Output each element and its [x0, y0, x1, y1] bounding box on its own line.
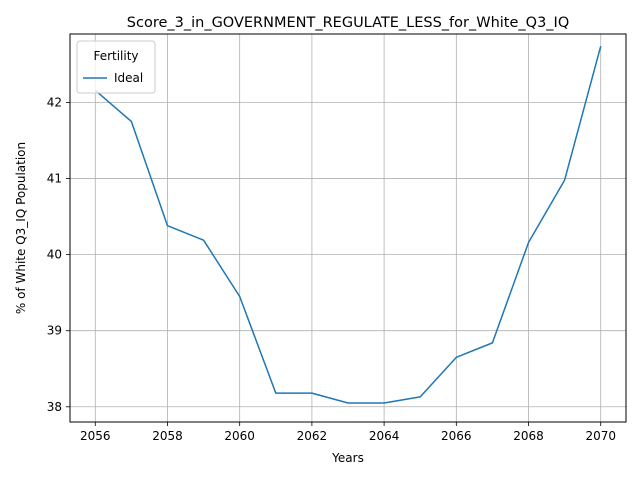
- x-tick-label: 2060: [224, 429, 255, 443]
- plot-area: [94, 45, 602, 404]
- x-tick-label: 2068: [513, 429, 544, 443]
- axes-frame: [69, 33, 627, 423]
- y-tick-label: 41: [47, 172, 62, 186]
- y-axis-label: % of White Q3_IQ Population: [14, 142, 28, 314]
- x-tick-label: 2058: [152, 429, 183, 443]
- legend-title: Fertility: [93, 49, 138, 63]
- x-tick-label: 2062: [297, 429, 328, 443]
- x-tick-label: 2064: [369, 429, 400, 443]
- y-axis: 38 39 40 41 42: [47, 95, 70, 414]
- x-axis: 2056 2058 2060 2062 2064 2066 2068 2070: [80, 422, 616, 443]
- x-tick-label: 2066: [441, 429, 472, 443]
- y-tick-label: 40: [47, 248, 62, 262]
- grid: [70, 34, 626, 422]
- y-tick-label: 38: [47, 400, 62, 414]
- y-tick-label: 39: [47, 324, 62, 338]
- x-tick-label: 2070: [585, 429, 616, 443]
- legend: Fertility Ideal: [76, 40, 156, 94]
- x-axis-label: Years: [331, 451, 364, 465]
- y-tick-label: 42: [47, 95, 62, 109]
- x-tick-label: 2056: [80, 429, 111, 443]
- series-line-ideal: [94, 45, 602, 404]
- legend-box: [76, 40, 156, 94]
- chart-title: Score_3_in_GOVERNMENT_REGULATE_LESS_for_…: [127, 15, 569, 31]
- legend-label-ideal: Ideal: [114, 71, 143, 85]
